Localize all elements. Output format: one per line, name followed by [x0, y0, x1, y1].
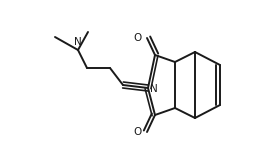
Text: N: N: [150, 84, 158, 94]
Text: O: O: [134, 33, 142, 43]
Text: N: N: [74, 37, 82, 47]
Text: O: O: [134, 127, 142, 137]
